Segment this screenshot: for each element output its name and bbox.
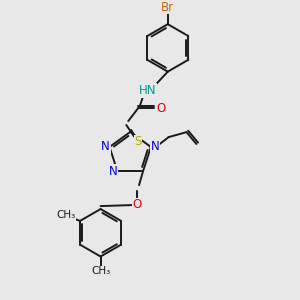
Text: O: O: [156, 102, 166, 115]
Text: N: N: [109, 165, 118, 178]
Text: N: N: [101, 140, 110, 154]
Text: HN: HN: [139, 84, 157, 97]
Text: CH₃: CH₃: [91, 266, 110, 276]
Text: O: O: [133, 198, 142, 212]
Text: N: N: [151, 140, 159, 154]
Text: CH₃: CH₃: [57, 210, 76, 220]
Text: Br: Br: [161, 1, 174, 14]
Text: S: S: [134, 135, 142, 148]
